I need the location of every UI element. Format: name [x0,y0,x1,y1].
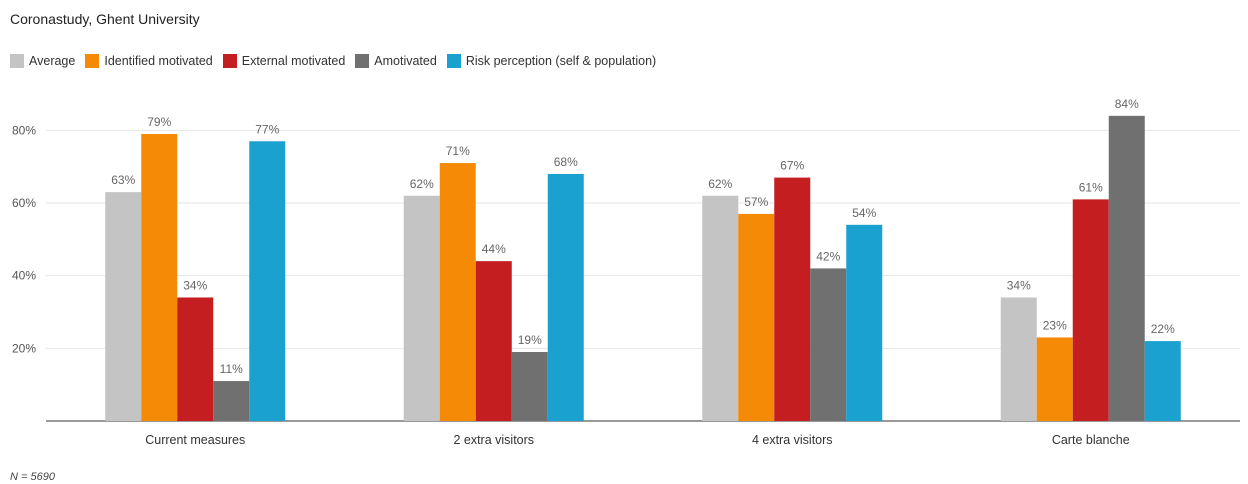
data-label: 68% [554,155,578,169]
data-label: 67% [780,159,804,173]
bar [702,195,739,421]
sample-size-note: N = 5690 [10,471,55,483]
legend-item-average: Average [10,54,75,68]
legend-label: Identified motivated [104,54,213,68]
bar [141,133,178,422]
legend-swatch [10,54,24,68]
x-category-label: 4 extra visitors [752,433,833,447]
data-label: 62% [410,177,434,191]
data-label: 54% [852,206,876,220]
legend-swatch [446,54,461,68]
data-label: 23% [1043,318,1067,332]
bar [213,381,250,421]
data-label: 63% [111,173,135,187]
legend-item-amotivated: Amotivated [355,54,437,68]
y-tick-label: 20% [12,341,36,355]
bar [810,268,847,421]
y-tick-label: 80% [12,123,36,137]
data-label: 11% [220,362,243,376]
x-category-label: Current measures [145,433,245,447]
bar [846,224,883,421]
data-label: 61% [1079,180,1103,194]
data-label: 57% [744,195,768,209]
bar [177,297,214,421]
legend-label: Amotivated [374,54,437,68]
y-tick-label: 40% [12,269,36,283]
bar [1036,337,1073,421]
data-label: 19% [518,333,542,347]
legend-swatch [222,54,237,68]
legend-swatch [85,54,100,68]
bar [249,141,286,421]
bar [475,261,512,421]
data-label: 44% [482,242,506,256]
data-label: 22% [1151,322,1175,336]
bar [105,192,142,421]
x-category-label: 2 extra visitors [453,433,534,447]
bar [547,173,584,421]
legend-item-identified-motivated: Identified motivated [85,54,213,68]
bar [439,163,476,421]
data-label: 42% [816,249,840,263]
bar [1072,199,1109,421]
data-label: 79% [147,115,171,129]
legend-label: Average [29,54,76,68]
bar [738,213,775,421]
data-label: 71% [446,144,470,158]
x-category-label: Carte blanche [1052,433,1130,447]
bar [1000,297,1037,421]
legend-label: Risk perception (self & population) [465,54,657,68]
bar [774,177,811,421]
chart-title: Coronastudy, Ghent University [10,11,200,27]
legend-item-risk-perception: Risk perception (self & population) [446,54,657,68]
data-label: 77% [255,122,279,136]
data-label: 34% [1007,278,1031,292]
data-label: 84% [1115,97,1139,111]
bar [1144,341,1181,421]
legend: Average Identified motivated External mo… [10,53,666,69]
legend-label: External motivated [241,54,346,68]
legend-item-external-motivated: External motivated [222,54,346,68]
data-label: 62% [708,177,732,191]
bar [403,195,440,421]
legend-swatch [355,54,370,68]
bar [511,351,548,421]
y-tick-label: 60% [12,196,36,210]
data-label: 34% [183,278,207,292]
bar [1108,115,1145,421]
